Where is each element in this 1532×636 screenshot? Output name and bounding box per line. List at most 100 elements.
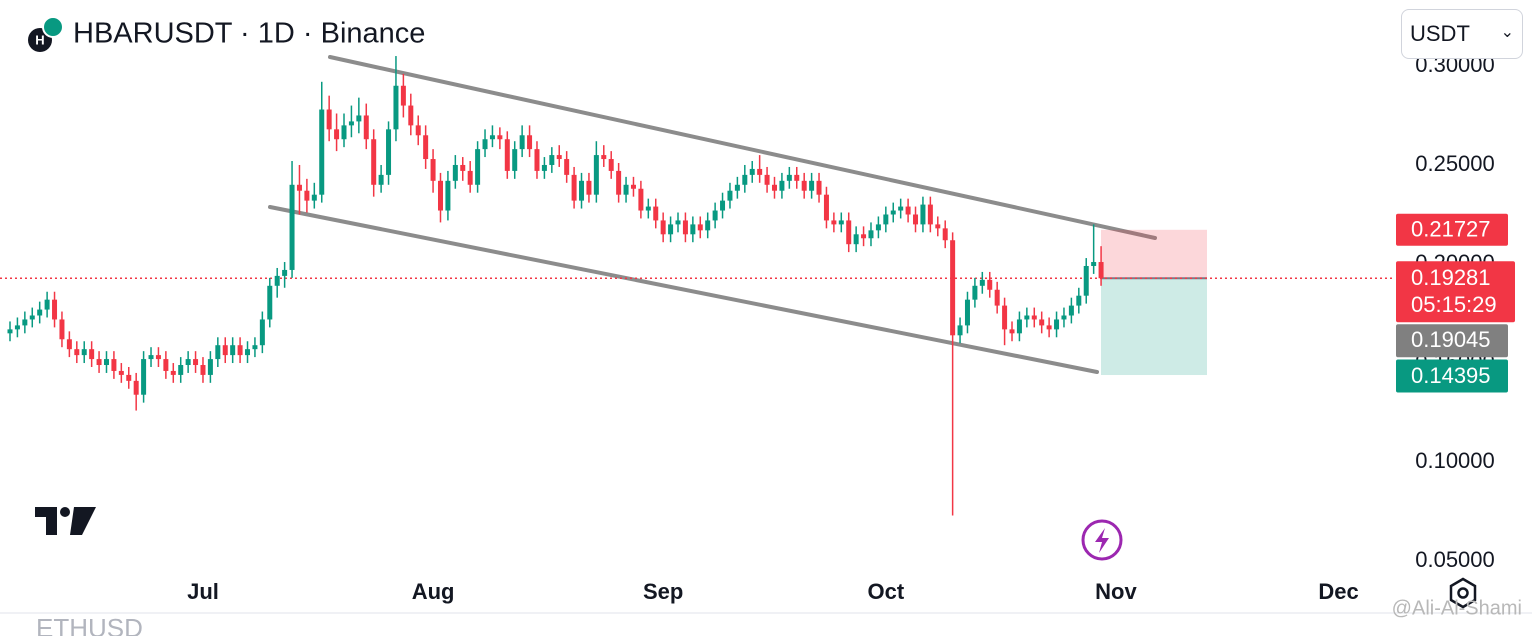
candle-body [267, 285, 273, 320]
candle-body [764, 174, 770, 185]
candle-body [801, 180, 807, 191]
candle-body [942, 228, 948, 241]
candle-body [623, 184, 629, 195]
candle-body [556, 155, 562, 160]
y-tick-label: 0.10000 [1415, 448, 1495, 473]
candle-body [1098, 262, 1104, 279]
lightning-icon[interactable] [1081, 519, 1123, 561]
candle-body [593, 155, 599, 195]
candle-body [920, 204, 926, 225]
settings-icon[interactable] [1449, 577, 1477, 609]
candle-body [118, 370, 124, 375]
x-tick-label: Sep [643, 579, 683, 604]
candle-body [467, 170, 473, 185]
candle-body [1002, 305, 1008, 330]
candle-body [37, 309, 43, 316]
candle-body [519, 135, 525, 150]
x-tick-label: Dec [1318, 579, 1358, 604]
candle-body [838, 220, 844, 225]
last-price-box [1396, 261, 1515, 323]
lightning-glyph [1095, 528, 1109, 553]
candle-body [178, 365, 184, 375]
candle-body [779, 180, 785, 191]
stop-label-box [1396, 213, 1508, 246]
tv-logo [35, 507, 96, 535]
stop-label: 0.21727 [1411, 217, 1491, 242]
candle-body [363, 115, 369, 140]
candle-body [393, 85, 399, 130]
x-tick-label: Nov [1095, 579, 1137, 604]
candle-body [809, 180, 815, 191]
candle-body [200, 365, 206, 375]
candle-body [252, 345, 258, 350]
candle-body [386, 129, 392, 175]
candle-body [245, 349, 251, 356]
candle-body [898, 206, 904, 211]
channel-lower-line [268, 205, 1099, 374]
candle-body [682, 220, 688, 235]
candle-body [742, 174, 748, 185]
candle-body [972, 285, 978, 300]
candle-body [727, 190, 733, 201]
candle-body [378, 174, 384, 185]
y-tick-label: 0.25000 [1415, 151, 1495, 176]
line-price-box [1396, 324, 1508, 358]
candle-body [415, 125, 421, 136]
candle-body [341, 125, 347, 140]
y-tick-label: 0.05000 [1415, 547, 1495, 572]
candle-body [1039, 319, 1045, 326]
candle-body [720, 200, 726, 211]
candle-body [660, 220, 666, 235]
candle-body [185, 359, 191, 366]
candle-body [675, 220, 681, 225]
candle-body [452, 164, 458, 181]
candle-body [356, 115, 362, 122]
target-zone [1101, 278, 1207, 376]
candle-body [1083, 265, 1089, 296]
candle-body [29, 315, 35, 320]
candle-body [81, 349, 87, 356]
candle-body [883, 214, 889, 225]
candle-body [630, 184, 636, 189]
candle-body [541, 164, 547, 171]
candle-body [964, 299, 970, 326]
candle-body [645, 206, 651, 211]
candle-body [296, 184, 302, 191]
candle-body [74, 349, 80, 356]
candle-body [215, 345, 221, 360]
candle-body [868, 230, 874, 239]
candle-body [489, 135, 495, 140]
candle-body [274, 275, 280, 286]
candle-body [423, 135, 429, 160]
candle-body [771, 184, 777, 191]
symbol-icon-glyph: H [35, 32, 44, 47]
candle-body [757, 168, 763, 175]
candle-body [103, 359, 109, 366]
candle-body [816, 180, 822, 195]
line-price-label: 0.19045 [1411, 327, 1491, 352]
candle-body [7, 329, 13, 334]
symbol-title: HBARUSDT · 1D · Binance [73, 18, 425, 50]
candle-body [571, 174, 577, 201]
candle-body [460, 164, 466, 171]
target-label: 0.14395 [1411, 363, 1491, 388]
candle-body [1054, 319, 1060, 330]
candle-body [400, 85, 406, 106]
candle-body [475, 149, 481, 185]
candle-body [786, 174, 792, 181]
candle-body [913, 214, 919, 225]
candle-body [282, 269, 288, 276]
candle-body [579, 180, 585, 201]
candle-body [289, 184, 295, 270]
candle-body [430, 159, 436, 181]
currency-select[interactable]: USDT ⌄ [1401, 9, 1523, 59]
candle-body [987, 279, 993, 290]
candle-body [890, 210, 896, 215]
candle-body [133, 380, 139, 395]
candle-body [734, 184, 740, 191]
candle-body [549, 155, 555, 165]
candle-body [193, 359, 199, 366]
candle-body [697, 224, 703, 231]
